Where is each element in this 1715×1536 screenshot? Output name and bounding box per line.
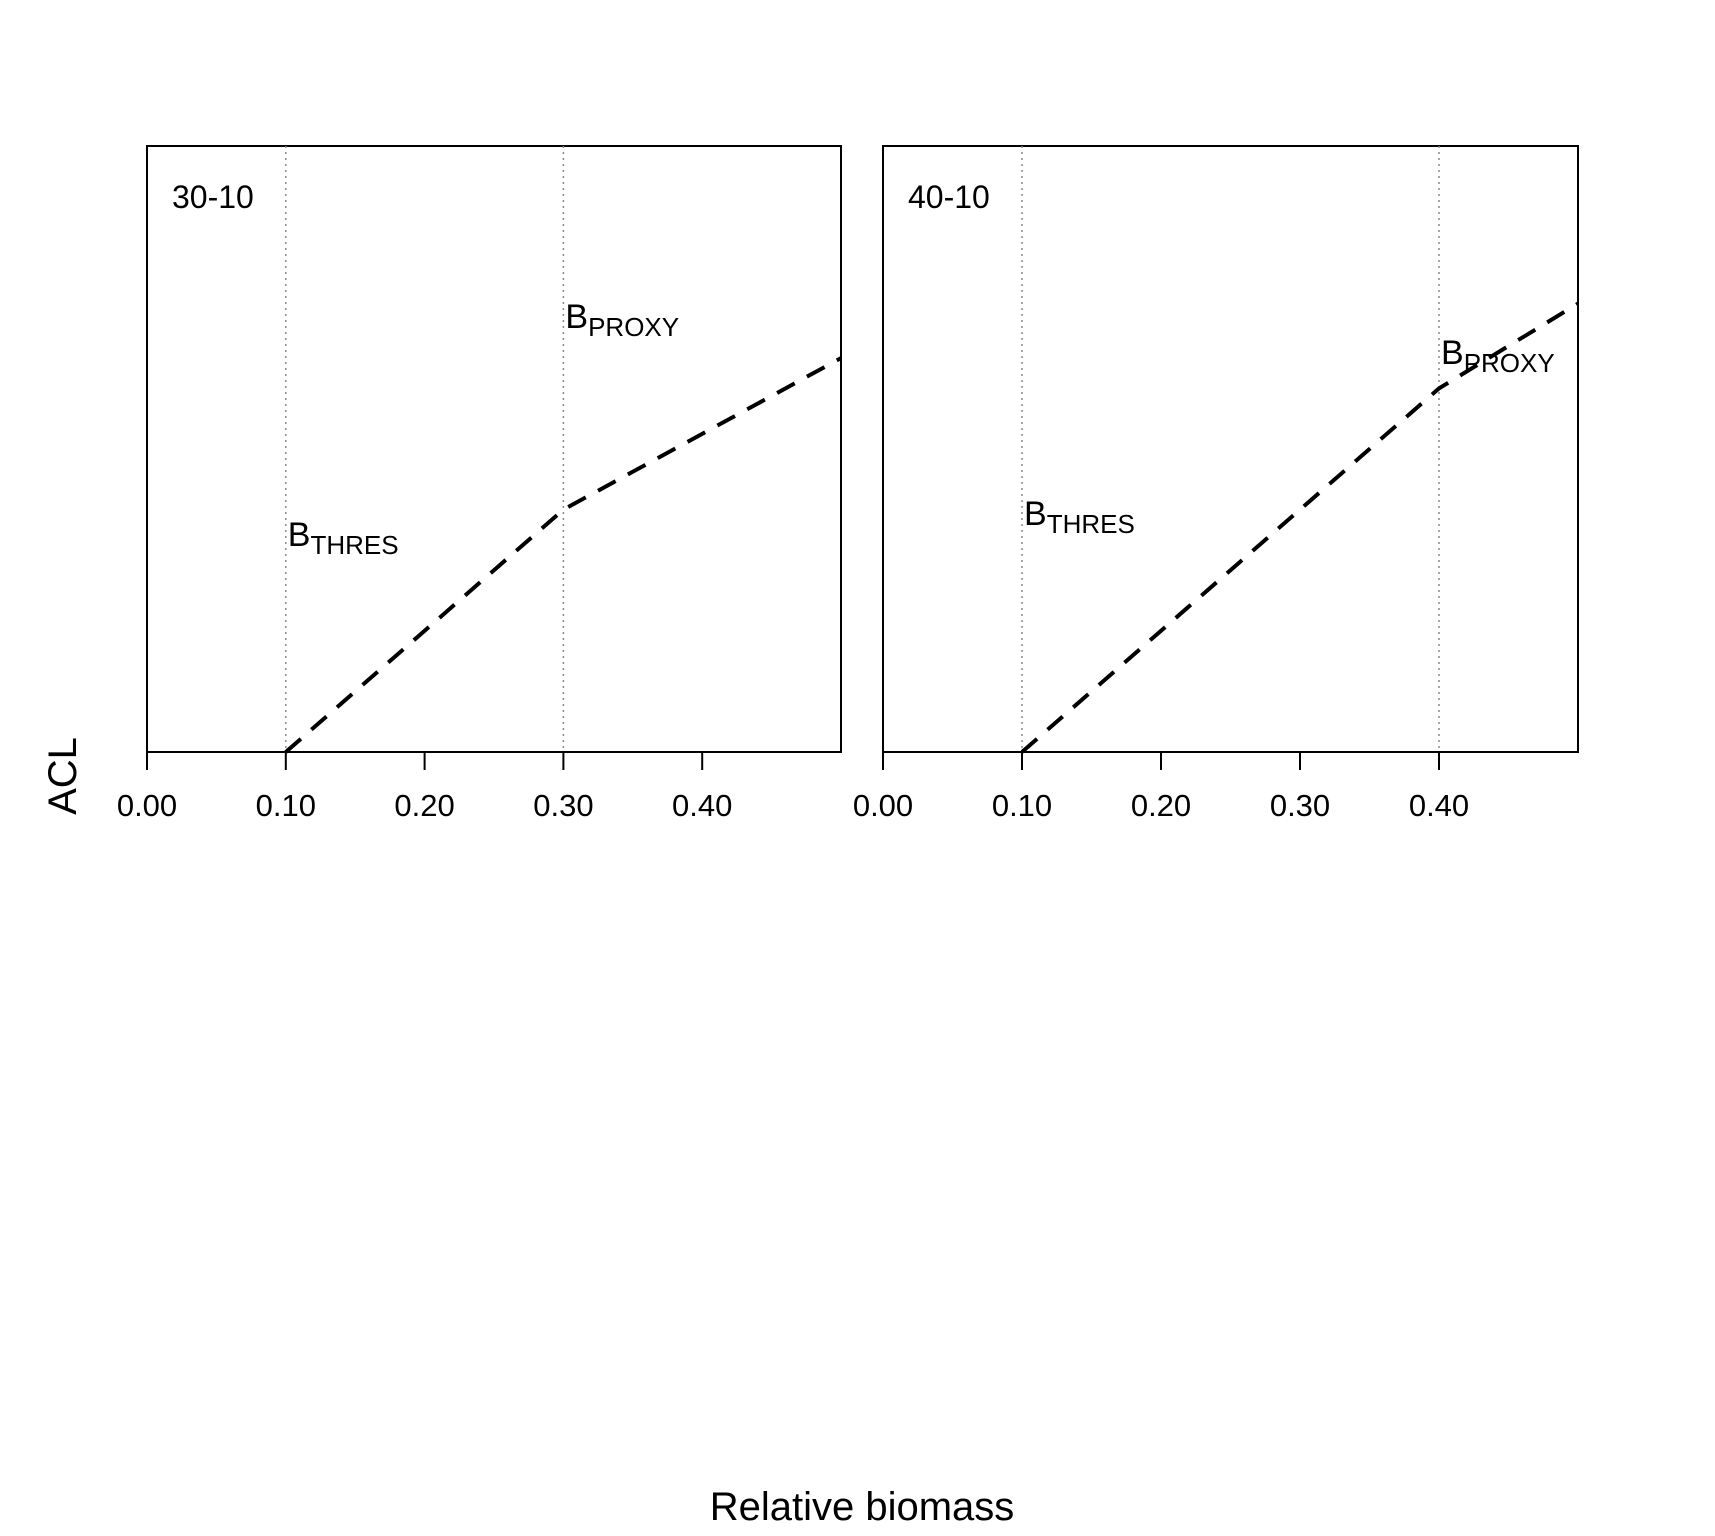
x-tick-label: 0.40	[672, 788, 732, 823]
panel-label: 40-10	[908, 179, 990, 215]
reference-label-main: B	[565, 298, 588, 336]
reference-label: BTHRES	[288, 516, 399, 560]
reference-label: BTHRES	[1024, 495, 1135, 539]
reference-label-sub: THRES	[310, 530, 398, 560]
reference-label: BPROXY	[565, 298, 679, 342]
x-axis-title: Relative biomass	[710, 1485, 1015, 1529]
x-tick-label: 0.00	[853, 788, 913, 823]
plot-frame	[146, 145, 842, 753]
panels: 0.00 0.10 0.20 0.30 0.40BTHRESBPROXY30-100.0…	[117, 145, 1580, 823]
control-rule-line	[1020, 301, 1580, 754]
x-tick-label: 0.10	[256, 788, 316, 823]
reference-label-sub: THRES	[1047, 509, 1135, 539]
x-tick-label: 0.20	[1131, 788, 1191, 823]
reference-label-main: B	[288, 516, 311, 554]
x-tick-label: 0.20	[394, 788, 454, 823]
x-tick-label: 0.10	[992, 788, 1052, 823]
x-tick-label: 0.30	[533, 788, 593, 823]
plot-frame	[882, 145, 1579, 753]
panel-label: 30-10	[172, 179, 254, 215]
reference-label: BPROXY	[1441, 334, 1555, 378]
reference-label-main: B	[1024, 495, 1047, 533]
control-rule-line	[284, 356, 842, 754]
x-tick-label: 0.30	[1270, 788, 1330, 823]
x-tick-label: 0.40	[1409, 788, 1469, 823]
y-axis-title: ACL	[41, 737, 85, 815]
x-tick-label: 0.00	[117, 788, 177, 823]
reference-label-sub: PROXY	[588, 312, 679, 342]
reference-label-main: B	[1441, 334, 1464, 372]
reference-label-sub: PROXY	[1464, 348, 1555, 378]
